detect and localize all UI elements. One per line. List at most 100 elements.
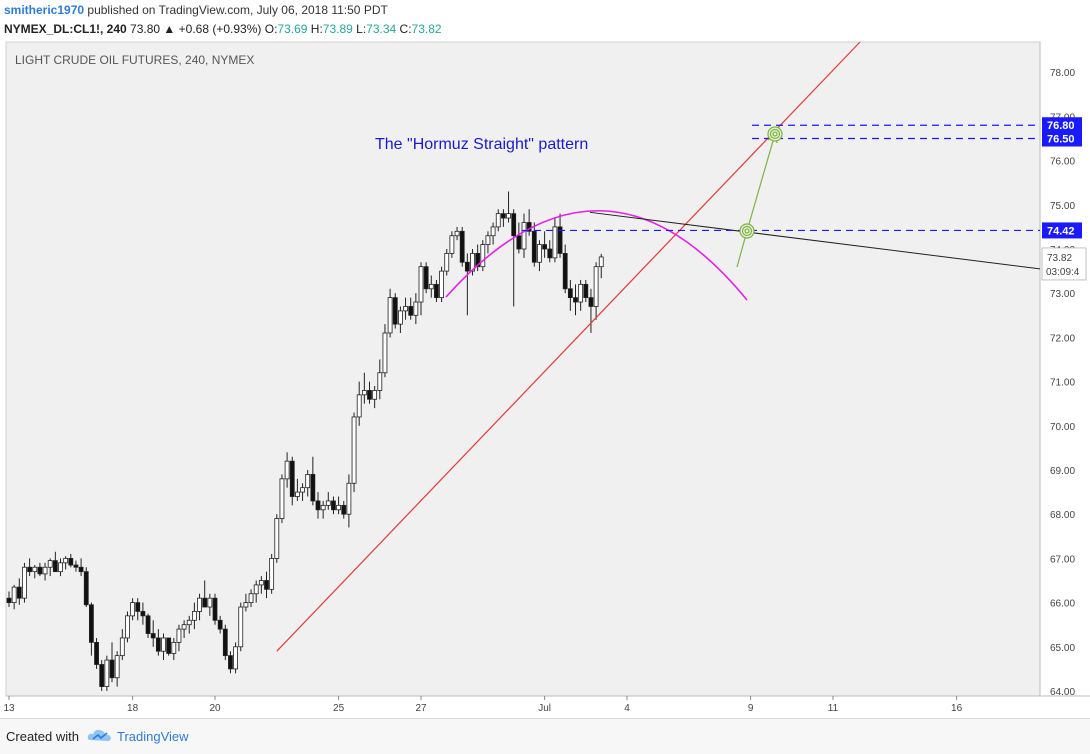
candle-down[interactable]	[331, 500, 336, 511]
candle-up[interactable]	[11, 586, 17, 604]
candle-up[interactable]	[470, 253, 475, 272]
candle-down[interactable]	[583, 283, 589, 299]
candle-down[interactable]	[408, 306, 414, 316]
candle-up[interactable]	[449, 235, 455, 254]
level-price-tag[interactable]	[1042, 130, 1082, 147]
candle-up[interactable]	[578, 283, 584, 303]
candle-down[interactable]	[202, 597, 208, 608]
candle-down[interactable]	[145, 615, 151, 634]
candle-up[interactable]	[284, 460, 290, 480]
target-marker[interactable]	[772, 131, 778, 137]
candle-down[interactable]	[99, 664, 105, 687]
target-marker[interactable]	[769, 128, 781, 140]
candle-down[interactable]	[150, 633, 156, 639]
candle-up[interactable]	[361, 390, 367, 396]
candle-down[interactable]	[52, 560, 58, 573]
candle-down[interactable]	[68, 558, 74, 566]
candle-up[interactable]	[439, 270, 445, 299]
candle-down[interactable]	[289, 460, 295, 497]
candle-down[interactable]	[37, 566, 43, 575]
candle-down[interactable]	[315, 500, 321, 511]
candle-up[interactable]	[537, 244, 542, 263]
candle-up[interactable]	[372, 390, 378, 400]
candle-up[interactable]	[104, 659, 110, 687]
candle-up[interactable]	[552, 226, 558, 259]
candle-up[interactable]	[521, 222, 527, 250]
candle-down[interactable]	[475, 253, 481, 268]
tradingview-link[interactable]: TradingView	[117, 729, 189, 744]
candle-up[interactable]	[58, 562, 63, 573]
candle-up[interactable]	[351, 416, 357, 484]
candle-up[interactable]	[325, 500, 331, 506]
candle-down[interactable]	[222, 628, 228, 657]
candle-up[interactable]	[593, 266, 599, 307]
candle-down[interactable]	[264, 580, 269, 590]
candle-up[interactable]	[197, 597, 202, 612]
candle-up[interactable]	[114, 655, 120, 679]
level-price-tag[interactable]	[1042, 222, 1082, 239]
candle-up[interactable]	[191, 611, 197, 621]
target-marker[interactable]	[741, 225, 753, 237]
candle-up[interactable]	[32, 566, 38, 573]
candle-up[interactable]	[186, 619, 192, 626]
candle-up[interactable]	[171, 641, 177, 654]
trendline[interactable]	[276, 41, 861, 652]
candle-down[interactable]	[155, 637, 161, 652]
candle-down[interactable]	[228, 655, 233, 670]
plot-area[interactable]	[5, 41, 1041, 697]
candle-up[interactable]	[253, 584, 259, 595]
candle-up[interactable]	[444, 253, 450, 272]
candle-down[interactable]	[531, 230, 537, 263]
author-link[interactable]: smitheric1970	[4, 3, 85, 17]
candle-up[interactable]	[377, 372, 383, 391]
candle-down[interactable]	[212, 597, 218, 621]
candle-down[interactable]	[310, 474, 316, 502]
candle-down[interactable]	[573, 297, 578, 303]
resistance-line[interactable]	[589, 211, 1041, 270]
candle-down[interactable]	[567, 288, 573, 299]
candle-down[interactable]	[6, 597, 12, 603]
candle-up[interactable]	[42, 566, 48, 575]
candle-up[interactable]	[269, 558, 275, 590]
candle-down[interactable]	[547, 248, 553, 259]
candle-down[interactable]	[434, 283, 439, 299]
candle-down[interactable]	[135, 602, 141, 612]
candle-up[interactable]	[480, 244, 486, 268]
candle-up[interactable]	[130, 602, 136, 617]
candle-up[interactable]	[294, 491, 300, 497]
candle-up[interactable]	[387, 297, 393, 334]
candle-up[interactable]	[119, 637, 125, 657]
candle-up[interactable]	[274, 518, 280, 559]
candle-up[interactable]	[428, 283, 434, 290]
candle-down[interactable]	[78, 566, 84, 573]
candle-down[interactable]	[83, 571, 89, 606]
candle-up[interactable]	[397, 310, 403, 325]
pattern-annotation[interactable]: The "Hormuz Straight" pattern	[375, 136, 588, 153]
candle-up[interactable]	[305, 474, 311, 489]
price-chart[interactable]: LIGHT CRUDE OIL FUTURES, 240, NYMEX 78.0…	[0, 40, 1090, 718]
candle-down[interactable]	[341, 504, 347, 515]
candle-down[interactable]	[511, 213, 517, 237]
candle-down[interactable]	[423, 266, 429, 290]
candle-up[interactable]	[125, 615, 130, 639]
candle-down[interactable]	[27, 566, 33, 573]
candle-up[interactable]	[506, 213, 511, 219]
candle-down[interactable]	[367, 390, 372, 400]
candle-down[interactable]	[562, 253, 568, 290]
candle-up[interactable]	[181, 624, 187, 630]
candle-up[interactable]	[47, 560, 53, 568]
candle-down[interactable]	[516, 235, 522, 250]
candle-up[interactable]	[300, 487, 305, 493]
candle-up[interactable]	[243, 602, 249, 608]
candle-down[interactable]	[73, 564, 79, 568]
candle-down[interactable]	[557, 226, 563, 254]
candle-up[interactable]	[403, 306, 408, 312]
candle-down[interactable]	[500, 213, 506, 219]
candle-up[interactable]	[454, 230, 460, 237]
candle-down[interactable]	[542, 244, 547, 250]
candle-down[interactable]	[392, 297, 398, 325]
candle-up[interactable]	[320, 504, 326, 511]
candle-up[interactable]	[336, 504, 342, 511]
target-marker[interactable]	[744, 228, 750, 234]
candle-down[interactable]	[588, 297, 594, 307]
